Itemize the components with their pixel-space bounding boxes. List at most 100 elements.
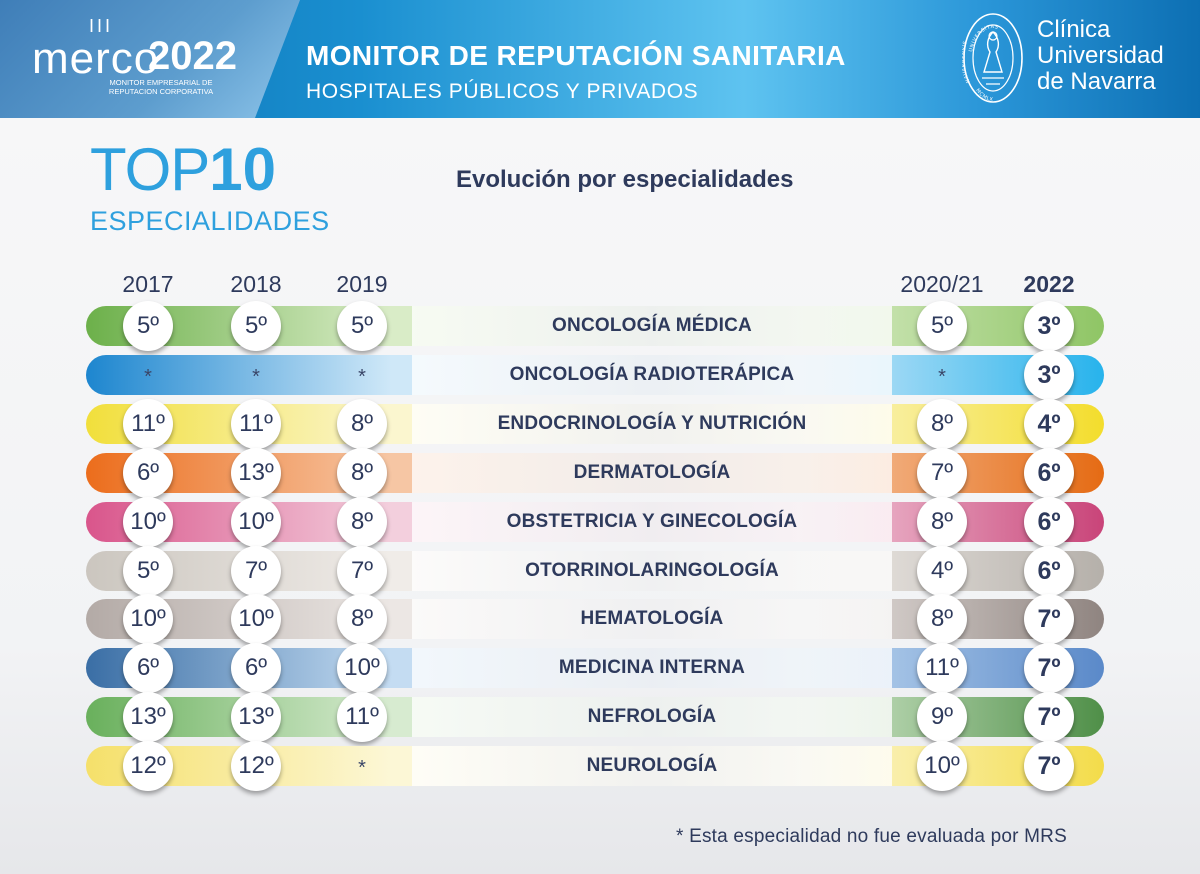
rank-badge: 8º bbox=[337, 399, 387, 449]
specialty-name: OBSTETRICIA Y GINECOLOGÍA bbox=[506, 511, 798, 532]
specialty-name: NEFROLOGÍA bbox=[587, 706, 717, 727]
row-label-band bbox=[412, 502, 892, 542]
specialty-name: ONCOLOGÍA MÉDICA bbox=[552, 315, 752, 336]
not-evaluated-mark: * bbox=[252, 366, 260, 388]
rank-badge: 6º bbox=[1024, 497, 1074, 547]
rank-badge: 13º bbox=[123, 692, 173, 742]
chart-title: Evolución por especialidades bbox=[456, 166, 794, 193]
rank-badge: 4º bbox=[1024, 399, 1074, 449]
header-banner: III merco 2022 MONITOR EMPRESARIAL DE RE… bbox=[0, 0, 1200, 118]
rank-badge: 7º bbox=[1024, 741, 1074, 791]
specialty-name: ENDOCRINOLOGÍA Y NUTRICIÓN bbox=[497, 413, 807, 434]
table-row: HEMATOLOGÍA 10º 10º 8º 8º 7º bbox=[86, 594, 1104, 644]
merco-sub-line1: MONITOR EMPRESARIAL DE bbox=[109, 78, 213, 87]
not-evaluated-mark: * bbox=[358, 366, 366, 388]
merco-logo-year: 2022 bbox=[148, 34, 237, 78]
rank-badge: 10º bbox=[231, 497, 281, 547]
rank-badge: 7º bbox=[1024, 594, 1074, 644]
svg-text:UNIVERSITAS: UNIVERSITAS bbox=[968, 24, 999, 52]
rank-badge: 7º bbox=[1024, 692, 1074, 742]
table-row: OTORRINOLARINGOLOGÍA 5º 7º 7º 4º 6º bbox=[86, 546, 1104, 596]
not-evaluated-mark: * bbox=[358, 757, 366, 779]
top10-word: TOP bbox=[90, 136, 210, 203]
table-row: OBSTETRICIA Y GINECOLOGÍA 10º 10º 8º 8º 6º bbox=[86, 497, 1104, 547]
merco-sub-line2: REPUTACION CORPORATIVA bbox=[108, 87, 214, 96]
rank-badge: 12º bbox=[231, 741, 281, 791]
specialty-name: NEUROLOGÍA bbox=[586, 755, 718, 776]
rank-badge: 8º bbox=[337, 594, 387, 644]
table-row: NEUROLOGÍA 12º 12º * 10º 7º bbox=[86, 741, 1104, 791]
specialty-name: HEMATOLOGÍA bbox=[580, 608, 724, 629]
rank-badge: 6º bbox=[123, 643, 173, 693]
rank-badge: 3º bbox=[1024, 301, 1074, 351]
row-label-band bbox=[412, 404, 892, 444]
rank-badge: 6º bbox=[1024, 546, 1074, 596]
rank-badge: 11º bbox=[123, 399, 173, 449]
top10-number: 10 bbox=[209, 136, 277, 203]
rank-badge: 5º bbox=[231, 301, 281, 351]
row-label-band bbox=[412, 355, 892, 395]
rank-badge: 8º bbox=[917, 594, 967, 644]
row-label-band bbox=[412, 746, 892, 786]
seal-text-top: UNIVERSITAS bbox=[968, 24, 998, 52]
year-header-5: 2022 bbox=[1023, 271, 1075, 297]
rank-badge: 8º bbox=[917, 497, 967, 547]
rank-badge: 13º bbox=[231, 692, 281, 742]
year-header-4: 2020/21 bbox=[900, 271, 984, 297]
rank-badge: 8º bbox=[337, 497, 387, 547]
report-subtitle: HOSPITALES PÚBLICOS Y PRIVADOS bbox=[306, 80, 699, 103]
row-label-band bbox=[412, 697, 892, 737]
specialty-name: MEDICINA INTERNA bbox=[558, 657, 746, 678]
rank-badge: 13º bbox=[231, 448, 281, 498]
rank-badge: 7º bbox=[231, 546, 281, 596]
table-row: DERMATOLOGÍA 6º 13º 8º 7º 6º bbox=[86, 448, 1104, 498]
row-label-band bbox=[412, 306, 892, 346]
rank-badge: 8º bbox=[337, 448, 387, 498]
seal-text-left: NAVARRENSIS bbox=[962, 40, 971, 84]
specialty-name: DERMATOLOGÍA bbox=[573, 462, 731, 483]
svg-text:NAVARRENSIS: NAVARRENSIS bbox=[962, 40, 972, 84]
rank-badge: 12º bbox=[123, 741, 173, 791]
rank-badge: 5º bbox=[123, 301, 173, 351]
table-row: ONCOLOGÍA MÉDICA 5º 5º 5º 5º 3º bbox=[86, 301, 1104, 351]
rank-badge: 5º bbox=[337, 301, 387, 351]
row-label-band bbox=[412, 599, 892, 639]
brand-line-2: Universidad bbox=[1037, 42, 1164, 69]
specialty-name: OTORRINOLARINGOLOGÍA bbox=[525, 560, 779, 581]
row-label-band bbox=[412, 453, 892, 493]
top10-subtitle: ESPECIALIDADES bbox=[90, 206, 330, 236]
top10-badge: TOP10 bbox=[90, 140, 276, 200]
rank-badge: 10º bbox=[917, 741, 967, 791]
footnote: * Esta especialidad no fue evaluada por … bbox=[676, 826, 1067, 847]
merco-logo-subtitle: MONITOR EMPRESARIAL DE REPUTACION CORPOR… bbox=[86, 78, 236, 96]
rank-badge: 7º bbox=[1024, 643, 1074, 693]
rank-badge: 11º bbox=[231, 399, 281, 449]
merco-logo-bars: III bbox=[89, 16, 114, 36]
table-row: ENDOCRINOLOGÍA Y NUTRICIÓN 11º 11º 8º 8º 4º bbox=[86, 399, 1104, 449]
rank-badge: 5º bbox=[917, 301, 967, 351]
rank-badge: 6º bbox=[123, 448, 173, 498]
rank-badge: 8º bbox=[917, 399, 967, 449]
merco-logo-word: merco bbox=[32, 34, 160, 83]
rank-badge: 11º bbox=[917, 643, 967, 693]
table-row: NEFROLOGÍA 13º 13º 11º 9º 7º bbox=[86, 692, 1104, 742]
rank-badge: 4º bbox=[917, 546, 967, 596]
rank-badge: 10º bbox=[123, 497, 173, 547]
year-header-1: 2017 bbox=[122, 271, 174, 297]
rank-badge: 10º bbox=[231, 594, 281, 644]
rank-badge: 10º bbox=[337, 643, 387, 693]
row-label-band bbox=[412, 648, 892, 688]
university-seal-icon: UNIVERSITAS NAVARRENSIS MCMLX bbox=[962, 13, 1023, 103]
report-title: MONITOR DE REPUTACIÓN SANITARIA bbox=[306, 40, 846, 71]
row-label-band bbox=[412, 551, 892, 591]
brand-line-3: de Navarra bbox=[1037, 68, 1156, 95]
rank-badge: 5º bbox=[123, 546, 173, 596]
rank-badge: 7º bbox=[337, 546, 387, 596]
merco-logo: III merco 2022 MONITOR EMPRESARIAL DE RE… bbox=[0, 0, 300, 118]
brand-line-1: Clínica bbox=[1037, 16, 1111, 43]
rank-badge: 10º bbox=[123, 594, 173, 644]
rank-badge: 3º bbox=[1024, 350, 1074, 400]
table-row: ONCOLOGÍA RADIOTERÁPICA * * * * 3º bbox=[86, 350, 1104, 400]
specialty-name: ONCOLOGÍA RADIOTERÁPICA bbox=[509, 364, 795, 385]
rank-badge: 6º bbox=[1024, 448, 1074, 498]
